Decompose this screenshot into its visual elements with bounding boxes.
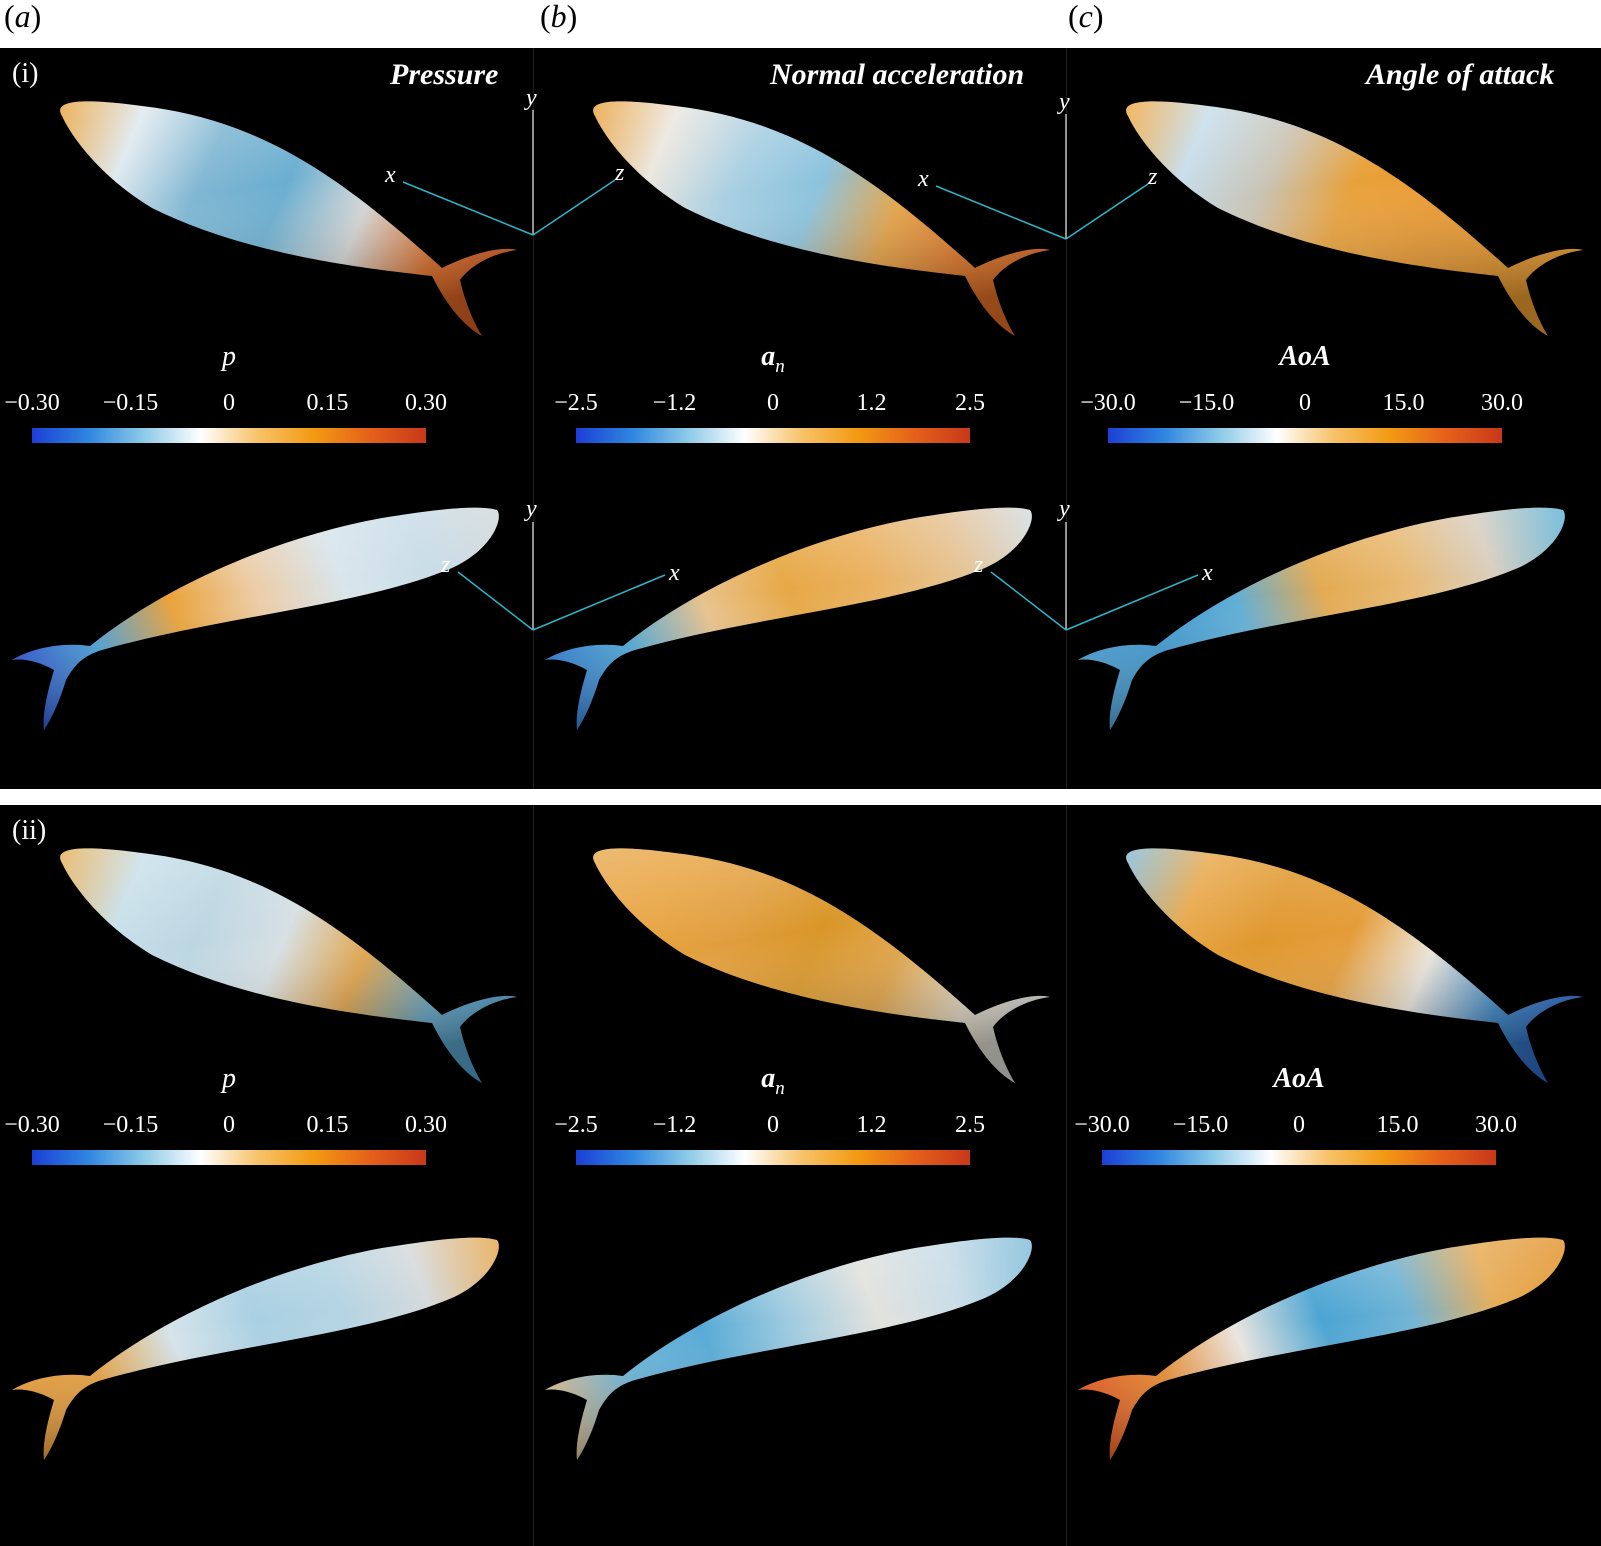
axes-row1-top-ab-z-label: z: [614, 160, 625, 186]
row1-colorbar-tick-1-2: 0: [767, 390, 779, 416]
axes-row1-top-ab-z-axis: [532, 179, 616, 236]
fish-row2-top-2-shading: [1126, 848, 1583, 1083]
row2-colorbar-1: [576, 1150, 970, 1165]
row-ii-figure: p −0.30 −0.15 0 0.15 0.30 an −2.5 −1.2 0 1.2 2.5 AoA…: [4, 848, 1583, 1460]
axes-row1-top-bc-z-axis: [1065, 183, 1149, 240]
row1-colorbar-label-2: AoA: [1277, 341, 1330, 372]
row-i-figure: y x z y x z y z x y z x p −0.30 −0.15 0 0.15 0.30 an −2.5 −1…: [4, 85, 1583, 730]
row1-colorbar-label-1: an: [761, 341, 785, 377]
row2-colorbar-tick-0-0: −0.30: [4, 1112, 60, 1138]
axes-row1-bottom-bc: y z x: [973, 496, 1213, 631]
axes-row1-bottom-ab-x-axis: [532, 574, 666, 631]
row-label-ii: (ii): [12, 815, 47, 846]
axes-row1-top-bc-z-label: z: [1147, 164, 1158, 190]
row2-colorbar-tick-1-3: 1.2: [857, 1112, 887, 1138]
axes-row1-bottom-bc-y-label: y: [1057, 496, 1070, 522]
row2-colorbar-tick-2-0: −30.0: [1074, 1112, 1130, 1138]
axes-row1-top-ab: y x z: [384, 85, 625, 236]
axes-row1-bottom-ab-x-label: x: [668, 560, 680, 586]
axes-row1-bottom-ab-y-label: y: [524, 496, 537, 522]
row-label-i: (i): [12, 58, 39, 89]
fish-row2-bottom-1-shading: [545, 1237, 1032, 1460]
row1-colorbar-tick-2-1: −15.0: [1179, 390, 1235, 416]
row1-colorbar-label-0: p: [220, 341, 236, 372]
row1-colorbar-tick-2-3: 15.0: [1383, 390, 1425, 416]
column-label-c: (c): [1068, 0, 1104, 34]
title-pressure: Pressure: [390, 58, 499, 91]
axes-row1-top-bc: y x z: [917, 89, 1158, 240]
title-angle-of-attack: Angle of attack: [1366, 58, 1555, 91]
row2-colorbar-tick-2-3: 15.0: [1377, 1112, 1419, 1138]
row1-colorbar-tick-0-3: 0.15: [307, 390, 349, 416]
row1-colorbar-tick-1-1: −1.2: [653, 390, 697, 416]
row2-colorbar-tick-0-3: 0.15: [307, 1112, 349, 1138]
axes-row1-top-ab-x-label: x: [384, 162, 396, 188]
row1-colorbar-tick-0-0: −0.30: [4, 390, 60, 416]
row1-colorbar-tick-2-4: 30.0: [1481, 390, 1523, 416]
row1-colorbar-1: [576, 428, 970, 443]
fish-row1-top-1-shading: [593, 101, 1050, 336]
axes-row1-bottom-ab-z-axis: [457, 571, 534, 631]
row1-colorbar-tick-1-4: 2.5: [955, 390, 985, 416]
row2-colorbar-tick-2-2: 0: [1293, 1112, 1305, 1138]
column-label-a: (a): [4, 0, 42, 34]
row2-colorbar-0: [32, 1150, 426, 1165]
row2-colorbar-tick-1-2: 0: [767, 1112, 779, 1138]
row2-colorbar-label-sub-1: n: [775, 1078, 785, 1099]
axes-row1-top-bc-y-label: y: [1057, 89, 1070, 115]
row1-colorbar-tick-2-2: 0: [1299, 390, 1311, 416]
fish-row2-bottom-2-shading: [1078, 1237, 1565, 1460]
title-normal-acceleration: Normal acceleration: [770, 58, 1025, 91]
row2-colorbar-tick-1-0: −2.5: [554, 1112, 598, 1138]
row1-colorbar-2: [1108, 428, 1502, 443]
axes-row1-top-ab-y-label: y: [524, 85, 537, 111]
row2-colorbar-label-0: p: [220, 1063, 236, 1094]
fish-row1-bottom-1-shading: [545, 507, 1032, 730]
row1-colorbar-0: [32, 428, 426, 443]
axes-row1-bottom-ab-z-label: z: [440, 552, 451, 578]
row1-colorbar-tick-0-2: 0: [223, 390, 235, 416]
column-label-b: (b): [540, 0, 578, 34]
row2-colorbar-tick-0-1: −0.15: [103, 1112, 159, 1138]
row2-colorbar-2: [1102, 1150, 1496, 1165]
axes-row1-bottom-ab: y z x: [440, 496, 680, 631]
row2-colorbar-tick-1-4: 2.5: [955, 1112, 985, 1138]
row1-colorbar-tick-1-3: 1.2: [857, 390, 887, 416]
axes-row1-bottom-bc-x-label: x: [1201, 560, 1213, 586]
axes-row1-bottom-bc-z-label: z: [973, 552, 984, 578]
axes-row1-bottom-bc-z-axis: [990, 571, 1067, 631]
fish-row2-top-1-shading: [593, 848, 1050, 1083]
row2-colorbar-tick-0-4: 0.30: [405, 1112, 447, 1138]
row1-colorbar-tick-0-4: 0.30: [405, 390, 447, 416]
fish-row1-bottom-0-shading: [12, 507, 499, 730]
fish-row2-bottom-0-shading: [12, 1237, 499, 1460]
fish-row2-top-0-shading: [60, 848, 518, 1083]
row2-colorbar-tick-2-4: 30.0: [1475, 1112, 1517, 1138]
fish-row1-bottom-2-shading: [1078, 507, 1565, 730]
fish-row1-top-2-shading: [1126, 101, 1583, 336]
axes-row1-bottom-bc-x-axis: [1065, 574, 1199, 631]
axes-row1-top-bc-x-label: x: [917, 166, 929, 192]
panel-row-i: y x z y x z y z x y z x p −0.30 −0.15 0 0.15 0.30 an −2.5 −1…: [0, 48, 1601, 789]
row2-colorbar-label-2: AoA: [1271, 1063, 1324, 1094]
axes-row1-top-bc-x-axis: [935, 185, 1067, 240]
row1-colorbar-label-sub-1: n: [775, 356, 785, 377]
row2-colorbar-tick-2-1: −15.0: [1173, 1112, 1229, 1138]
row1-colorbar-tick-0-1: −0.15: [103, 390, 159, 416]
fish-row1-top-0-shading: [60, 101, 518, 336]
panel-row-ii: p −0.30 −0.15 0 0.15 0.30 an −2.5 −1.2 0 1.2 2.5 AoA…: [0, 805, 1601, 1546]
row2-colorbar-label-1: an: [761, 1063, 785, 1099]
row2-colorbar-tick-1-1: −1.2: [653, 1112, 697, 1138]
row1-colorbar-tick-2-0: −30.0: [1080, 390, 1136, 416]
row2-colorbar-tick-0-2: 0: [223, 1112, 235, 1138]
axes-row1-top-ab-x-axis: [402, 181, 534, 236]
row1-colorbar-tick-1-0: −2.5: [554, 390, 598, 416]
